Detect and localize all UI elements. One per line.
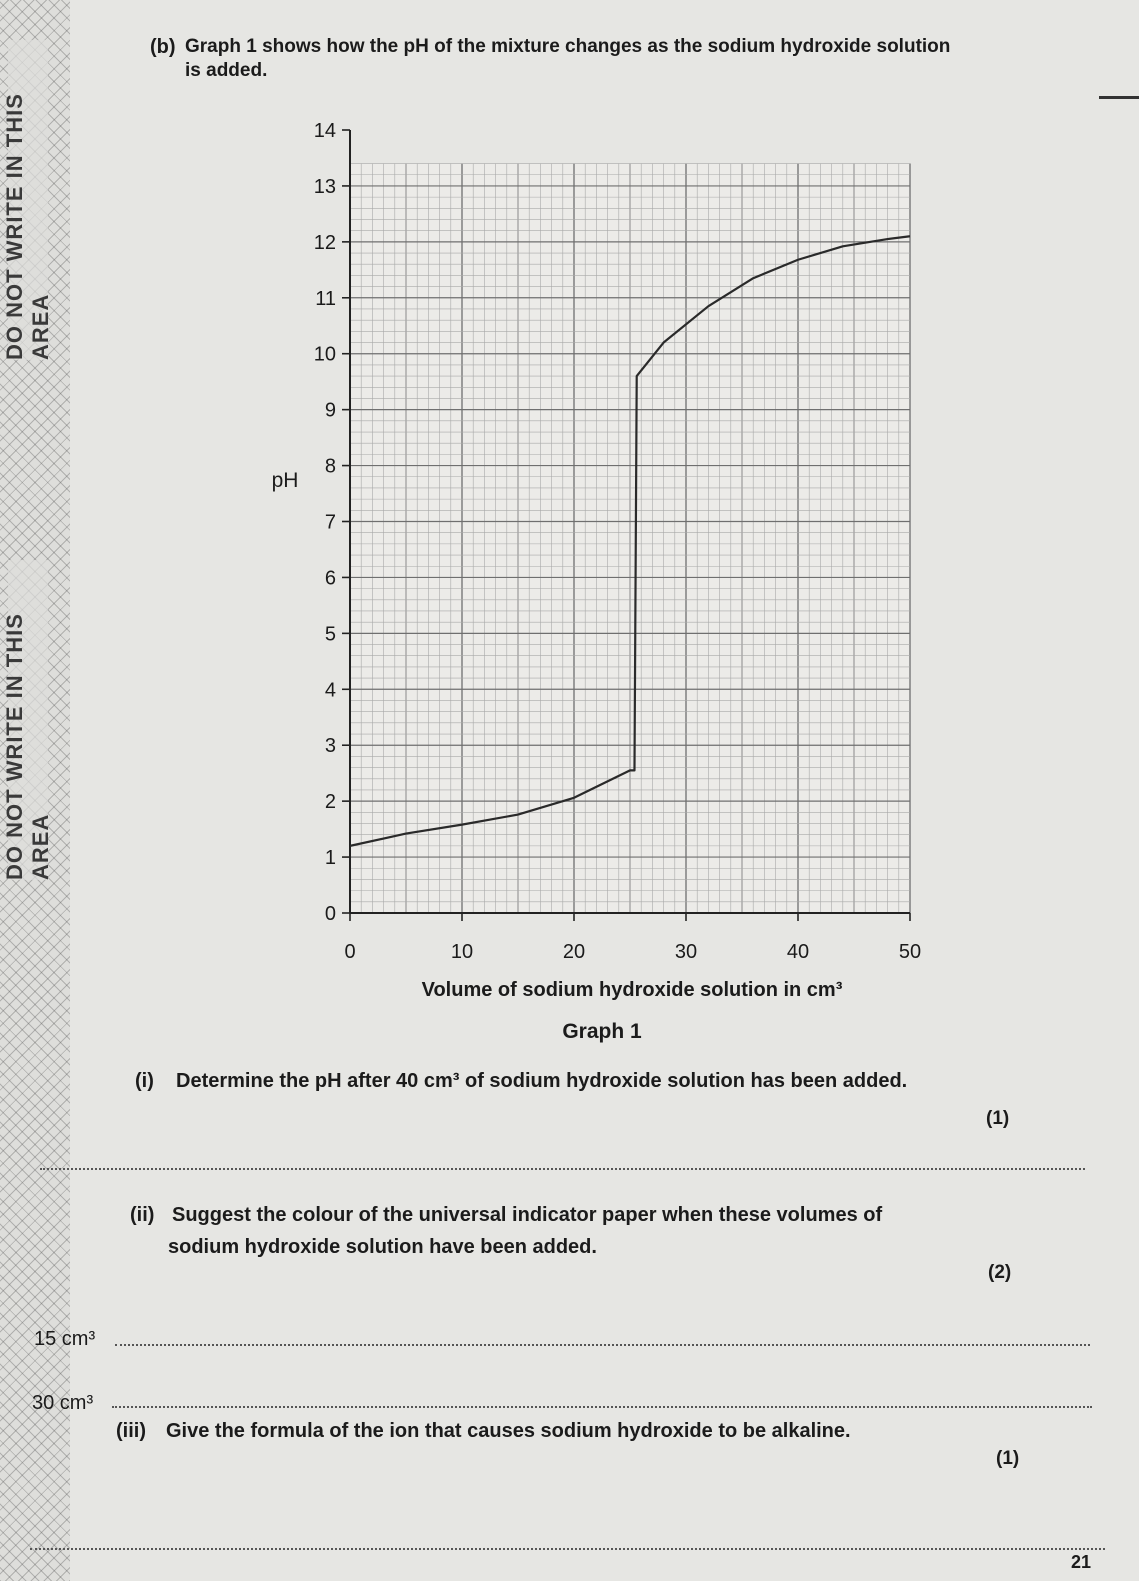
y-tick-label: 13 [314, 176, 336, 198]
chart-grid [349, 163, 911, 914]
part-iii-text: Give the formula of the ion that causes … [166, 1420, 851, 1442]
part-i-text: Determine the pH after 40 cm³ of sodium … [176, 1070, 908, 1092]
y-axis-label: pH [272, 469, 299, 492]
question-b-text-cont: is added. [185, 60, 268, 81]
part-ii-text-1: Suggest the colour of the universal indi… [172, 1204, 883, 1226]
page-rule [1099, 96, 1139, 99]
part-iii-marks: (1) [996, 1448, 1020, 1469]
part-iii-answer-line[interactable] [30, 1548, 1105, 1550]
part-ii-marks: (2) [988, 1262, 1012, 1283]
y-tick-label: 5 [325, 623, 336, 645]
volume-30-answer-line[interactable] [112, 1406, 1092, 1408]
chart-series [349, 235, 911, 847]
page-number: 21 [1070, 1552, 1091, 1572]
x-tick-label: 0 [344, 941, 355, 963]
y-tick-label: 14 [314, 120, 336, 142]
y-tick-label: 1 [325, 847, 336, 869]
x-axis-label: Volume of sodium hydroxide solution in c… [422, 979, 843, 1001]
volume-30-label: 30 cm³ [32, 1392, 94, 1414]
part-ii-text-2: sodium hydroxide solution have been adde… [168, 1236, 597, 1258]
ph-curve [349, 235, 911, 847]
y-tick-label: 9 [325, 400, 336, 422]
chart-title: Graph 1 [562, 1020, 642, 1043]
y-tick-label: 11 [315, 288, 336, 310]
x-tick-label: 40 [787, 941, 809, 963]
question-b-label: (b) [150, 36, 176, 58]
y-tick-label: 2 [325, 791, 336, 813]
part-i-answer-line[interactable] [40, 1168, 1085, 1170]
x-tick-label: 30 [675, 941, 697, 963]
y-tick-label: 6 [325, 567, 336, 589]
y-tick-label: 3 [325, 735, 336, 757]
y-tick-label: 12 [314, 232, 336, 254]
volume-15-answer-line[interactable] [115, 1344, 1090, 1346]
x-tick-label: 10 [451, 941, 473, 963]
y-tick-label: 8 [325, 456, 336, 478]
margin-strip: DO NOT WRITE IN THIS AREA DO NOT WRITE I… [0, 0, 70, 1581]
part-ii-label: (ii) [130, 1204, 155, 1226]
volume-15-label: 15 cm³ [34, 1328, 96, 1350]
part-i-marks: (1) [986, 1108, 1010, 1129]
y-tick-label: 0 [325, 903, 336, 925]
question-b-text: Graph 1 shows how the pH of the mixture … [185, 36, 951, 57]
part-i-label: (i) [135, 1070, 154, 1092]
x-tick-label: 20 [563, 941, 585, 963]
y-tick-label: 4 [325, 679, 336, 701]
part-iii-label: (iii) [116, 1420, 146, 1442]
x-tick-label: 50 [899, 941, 921, 963]
y-tick-label: 7 [325, 512, 336, 534]
y-tick-label: 10 [314, 344, 336, 366]
